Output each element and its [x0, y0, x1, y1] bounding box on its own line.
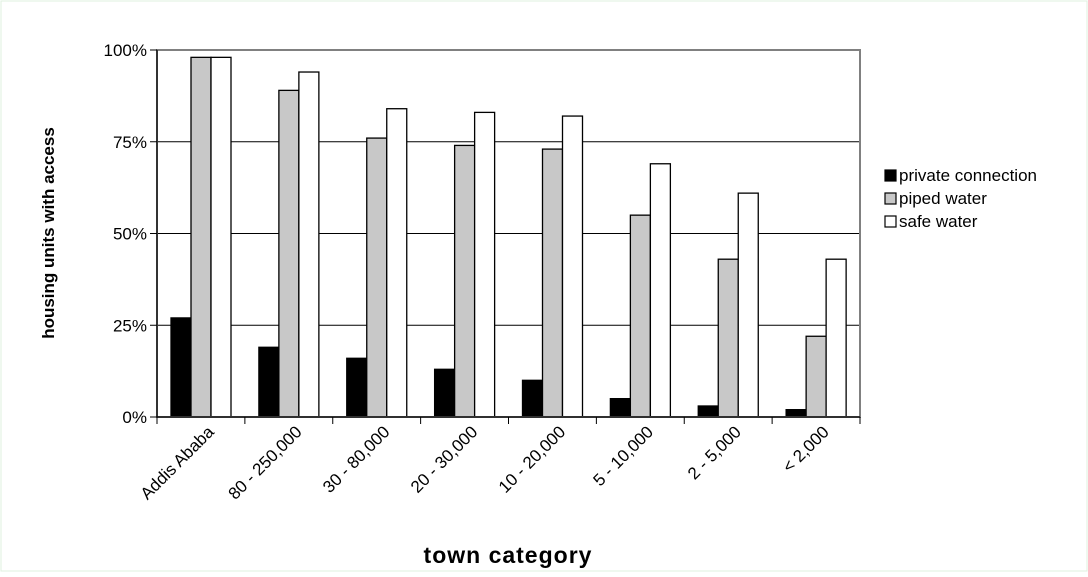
- x-axis-title: town category: [424, 542, 593, 568]
- bar-piped-water: [366, 137, 388, 418]
- bar-safe-water: [210, 56, 232, 418]
- bar-piped-water: [278, 89, 300, 418]
- y-tick-labels: 0% 25% 50% 75% 100%: [104, 41, 147, 427]
- bar-piped-water: [453, 144, 476, 418]
- bar-private-connection: [521, 379, 544, 418]
- legend-entry: safe water: [899, 212, 978, 231]
- bar-piped-water: [629, 214, 652, 418]
- bar-private-connection: [258, 346, 280, 418]
- y-axis-title: housing units with access: [39, 127, 58, 339]
- bar-safe-water: [825, 258, 847, 418]
- bar-private-connection: [785, 409, 807, 418]
- bar-safe-water: [298, 71, 320, 418]
- axes: [150, 49, 861, 424]
- y-tick-label: 50%: [113, 225, 147, 244]
- bar-private-connection: [609, 397, 632, 418]
- bar-safe-water: [561, 115, 584, 418]
- bar-private-connection: [697, 405, 719, 418]
- bar-safe-water: [649, 163, 672, 418]
- bar-safe-water: [737, 192, 759, 418]
- bar-safe-water: [386, 108, 408, 418]
- legend-entry: private connection: [899, 166, 1037, 185]
- legend: private connection piped water safe water: [884, 166, 1037, 231]
- y-tick-label: 75%: [113, 133, 147, 152]
- bar-private-connection: [170, 317, 192, 418]
- y-tick-label: 25%: [113, 316, 147, 335]
- bars: [170, 56, 847, 418]
- legend-swatch: [884, 169, 897, 182]
- bar-piped-water: [717, 258, 739, 418]
- y-tick-label: 0%: [122, 408, 147, 427]
- bar-private-connection: [433, 368, 456, 418]
- bar-piped-water: [805, 335, 827, 418]
- bar-private-connection: [346, 357, 368, 418]
- legend-swatch: [884, 192, 897, 205]
- bar-piped-water: [190, 56, 212, 418]
- legend-entry: piped water: [899, 189, 987, 208]
- bar-safe-water: [473, 111, 496, 418]
- y-tick-label: 100%: [104, 41, 147, 60]
- bar-piped-water: [541, 148, 564, 418]
- legend-swatch: [884, 215, 897, 228]
